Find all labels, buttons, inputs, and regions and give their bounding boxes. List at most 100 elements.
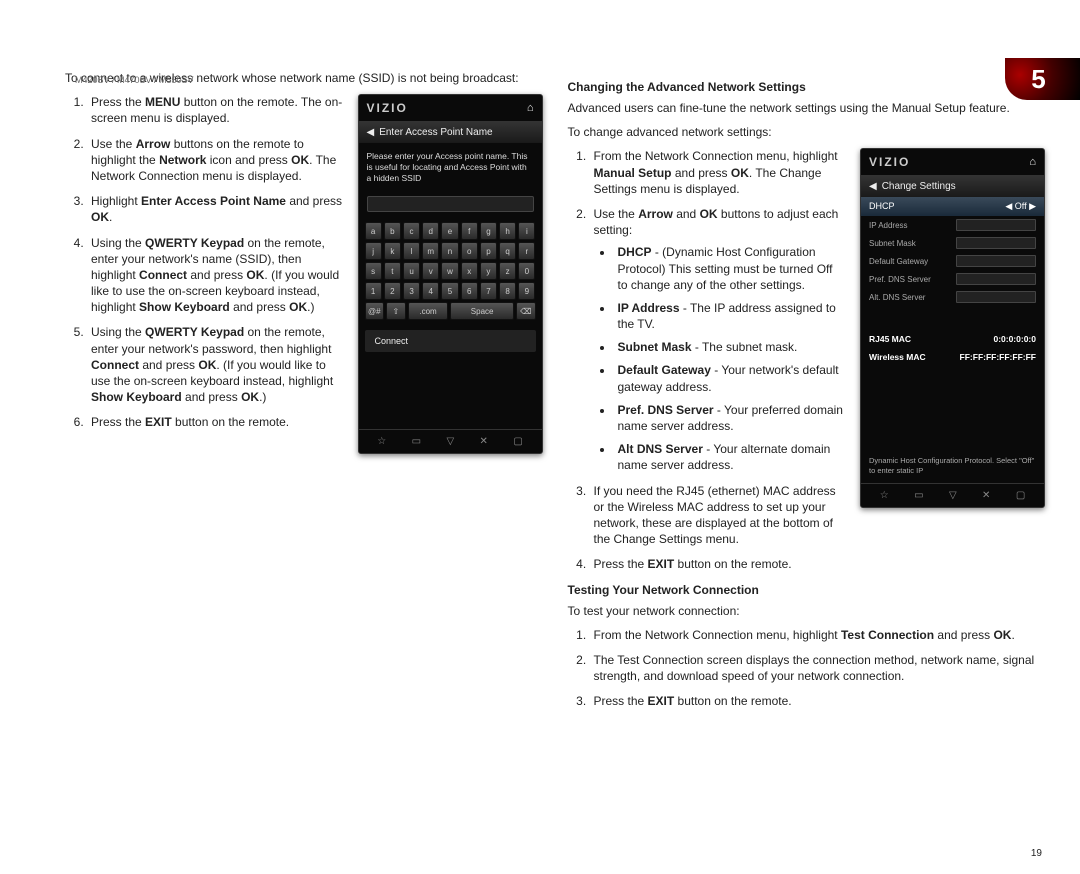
field-value[interactable] — [956, 237, 1036, 249]
field-label: Default Gateway — [869, 257, 928, 266]
key-x[interactable]: x — [461, 262, 478, 280]
key-6[interactable]: 6 — [461, 282, 478, 300]
key-d[interactable]: d — [422, 222, 439, 240]
list-item: From the Network Connection menu, highli… — [590, 627, 1046, 643]
key-o[interactable]: o — [461, 242, 478, 260]
setting-row[interactable]: Default Gateway — [861, 252, 1044, 270]
key-8[interactable]: 8 — [499, 282, 516, 300]
key-t[interactable]: t — [384, 262, 401, 280]
kb-row-3: stuvwxyz0 — [365, 262, 536, 280]
key-s[interactable]: s — [365, 262, 382, 280]
field-value[interactable] — [956, 291, 1036, 303]
key-shift[interactable]: ⇧ — [386, 302, 406, 320]
screen-footer: ☆ ▭ ▽ ✕ ▢ — [861, 483, 1044, 507]
dhcp-row[interactable]: DHCP ◀ Off ▶ — [861, 197, 1044, 216]
setting-row[interactable]: Pref. DNS Server — [861, 270, 1044, 288]
testing-lead: To test your network connection: — [568, 603, 1046, 619]
advanced-intro: Advanced users can fine-tune the network… — [568, 100, 1046, 116]
key-9[interactable]: 9 — [518, 282, 535, 300]
screen-title: Enter Access Point Name — [379, 127, 492, 138]
key-v[interactable]: v — [422, 262, 439, 280]
key-l[interactable]: l — [403, 242, 420, 260]
dhcp-help: Dynamic Host Configuration Protocol. Sel… — [861, 448, 1044, 484]
footer-icon[interactable]: ✕ — [982, 490, 990, 501]
advanced-lead: To change advanced network settings: — [568, 124, 1046, 140]
screen-footer: ☆ ▭ ▽ ✕ ▢ — [359, 429, 542, 453]
key-j[interactable]: j — [365, 242, 382, 260]
key-dotcom[interactable]: .com — [408, 302, 449, 320]
vizio-logo: VIZIO — [367, 101, 408, 115]
left-column: To connect to a wireless network whose n… — [65, 70, 543, 719]
heading-advanced: Changing the Advanced Network Settings — [568, 80, 1046, 94]
key-q[interactable]: q — [499, 242, 516, 260]
field-label: Pref. DNS Server — [869, 275, 931, 284]
key-y[interactable]: y — [480, 262, 497, 280]
key-3[interactable]: 3 — [403, 282, 420, 300]
footer-icon[interactable]: ✕ — [480, 436, 488, 447]
connect-button[interactable]: Connect — [365, 330, 536, 352]
key-5[interactable]: 5 — [441, 282, 458, 300]
key-2[interactable]: 2 — [384, 282, 401, 300]
home-icon: ⌂ — [1029, 156, 1036, 168]
rj45-value: 0:0:0:0:0:0 — [993, 334, 1036, 344]
footer-icon[interactable]: ▽ — [446, 436, 454, 447]
wireless-label: Wireless MAC — [869, 352, 926, 362]
kb-row-2: jklmnopqr — [365, 242, 536, 260]
key-4[interactable]: 4 — [422, 282, 439, 300]
key-w[interactable]: w — [441, 262, 458, 280]
footer-icon[interactable]: ▽ — [949, 490, 957, 501]
key-7[interactable]: 7 — [480, 282, 497, 300]
page-number: 19 — [1031, 848, 1042, 859]
kb-row-1: abcdefghi — [365, 222, 536, 240]
home-icon: ⌂ — [527, 102, 534, 114]
key-a[interactable]: a — [365, 222, 382, 240]
key-c[interactable]: c — [403, 222, 420, 240]
screen-enter-access-point: VIZIO ⌂ ◀ Enter Access Point Name Please… — [358, 94, 543, 454]
field-value[interactable] — [956, 255, 1036, 267]
footer-icon[interactable]: ▭ — [914, 490, 923, 501]
rj45-label: RJ45 MAC — [869, 334, 911, 344]
key-n[interactable]: n — [441, 242, 458, 260]
key-space[interactable]: Space — [450, 302, 514, 320]
dhcp-label: DHCP — [869, 201, 895, 212]
footer-icon[interactable]: ▭ — [412, 436, 421, 447]
key-b[interactable]: b — [384, 222, 401, 240]
ssid-input[interactable] — [367, 196, 534, 212]
back-arrow-icon: ◀ — [367, 127, 375, 138]
footer-icon[interactable]: ☆ — [377, 436, 386, 447]
key-backspace[interactable]: ⌫ — [516, 302, 536, 320]
key-i[interactable]: i — [518, 222, 535, 240]
footer-icon[interactable]: ▢ — [1016, 490, 1025, 501]
footer-icon[interactable]: ▢ — [513, 436, 522, 447]
field-value[interactable] — [956, 273, 1036, 285]
setting-row[interactable]: Alt. DNS Server — [861, 288, 1044, 306]
key-m[interactable]: m — [422, 242, 439, 260]
key-symbols[interactable]: @# — [365, 302, 385, 320]
key-u[interactable]: u — [403, 262, 420, 280]
test-steps: From the Network Connection menu, highli… — [590, 627, 1046, 710]
wireless-value: FF:FF:FF:FF:FF:FF — [960, 352, 1036, 362]
key-0[interactable]: 0 — [518, 262, 535, 280]
field-label: Alt. DNS Server — [869, 293, 925, 302]
key-f[interactable]: f — [461, 222, 478, 240]
setting-row[interactable]: IP Address — [861, 216, 1044, 234]
key-e[interactable]: e — [441, 222, 458, 240]
kb-row-4: 123456789 — [365, 282, 536, 300]
wireless-mac-row: Wireless MAC FF:FF:FF:FF:FF:FF — [861, 348, 1044, 366]
key-z[interactable]: z — [499, 262, 516, 280]
right-column: Changing the Advanced Network Settings A… — [568, 70, 1046, 719]
onscreen-keyboard: abcdefghi jklmnopqr stuvwxyz0 123456789 … — [359, 216, 542, 328]
step-4: Press the EXIT button on the remote. — [590, 556, 1046, 572]
kb-row-5: @# ⇧ .com Space ⌫ — [365, 302, 536, 320]
rj45-mac-row: RJ45 MAC 0:0:0:0:0:0 — [861, 330, 1044, 348]
footer-icon[interactable]: ☆ — [880, 490, 889, 501]
key-p[interactable]: p — [480, 242, 497, 260]
field-value[interactable] — [956, 219, 1036, 231]
key-r[interactable]: r — [518, 242, 535, 260]
key-1[interactable]: 1 — [365, 282, 382, 300]
key-h[interactable]: h — [499, 222, 516, 240]
back-arrow-icon: ◀ — [869, 181, 877, 192]
key-g[interactable]: g — [480, 222, 497, 240]
setting-row[interactable]: Subnet Mask — [861, 234, 1044, 252]
key-k[interactable]: k — [384, 242, 401, 260]
